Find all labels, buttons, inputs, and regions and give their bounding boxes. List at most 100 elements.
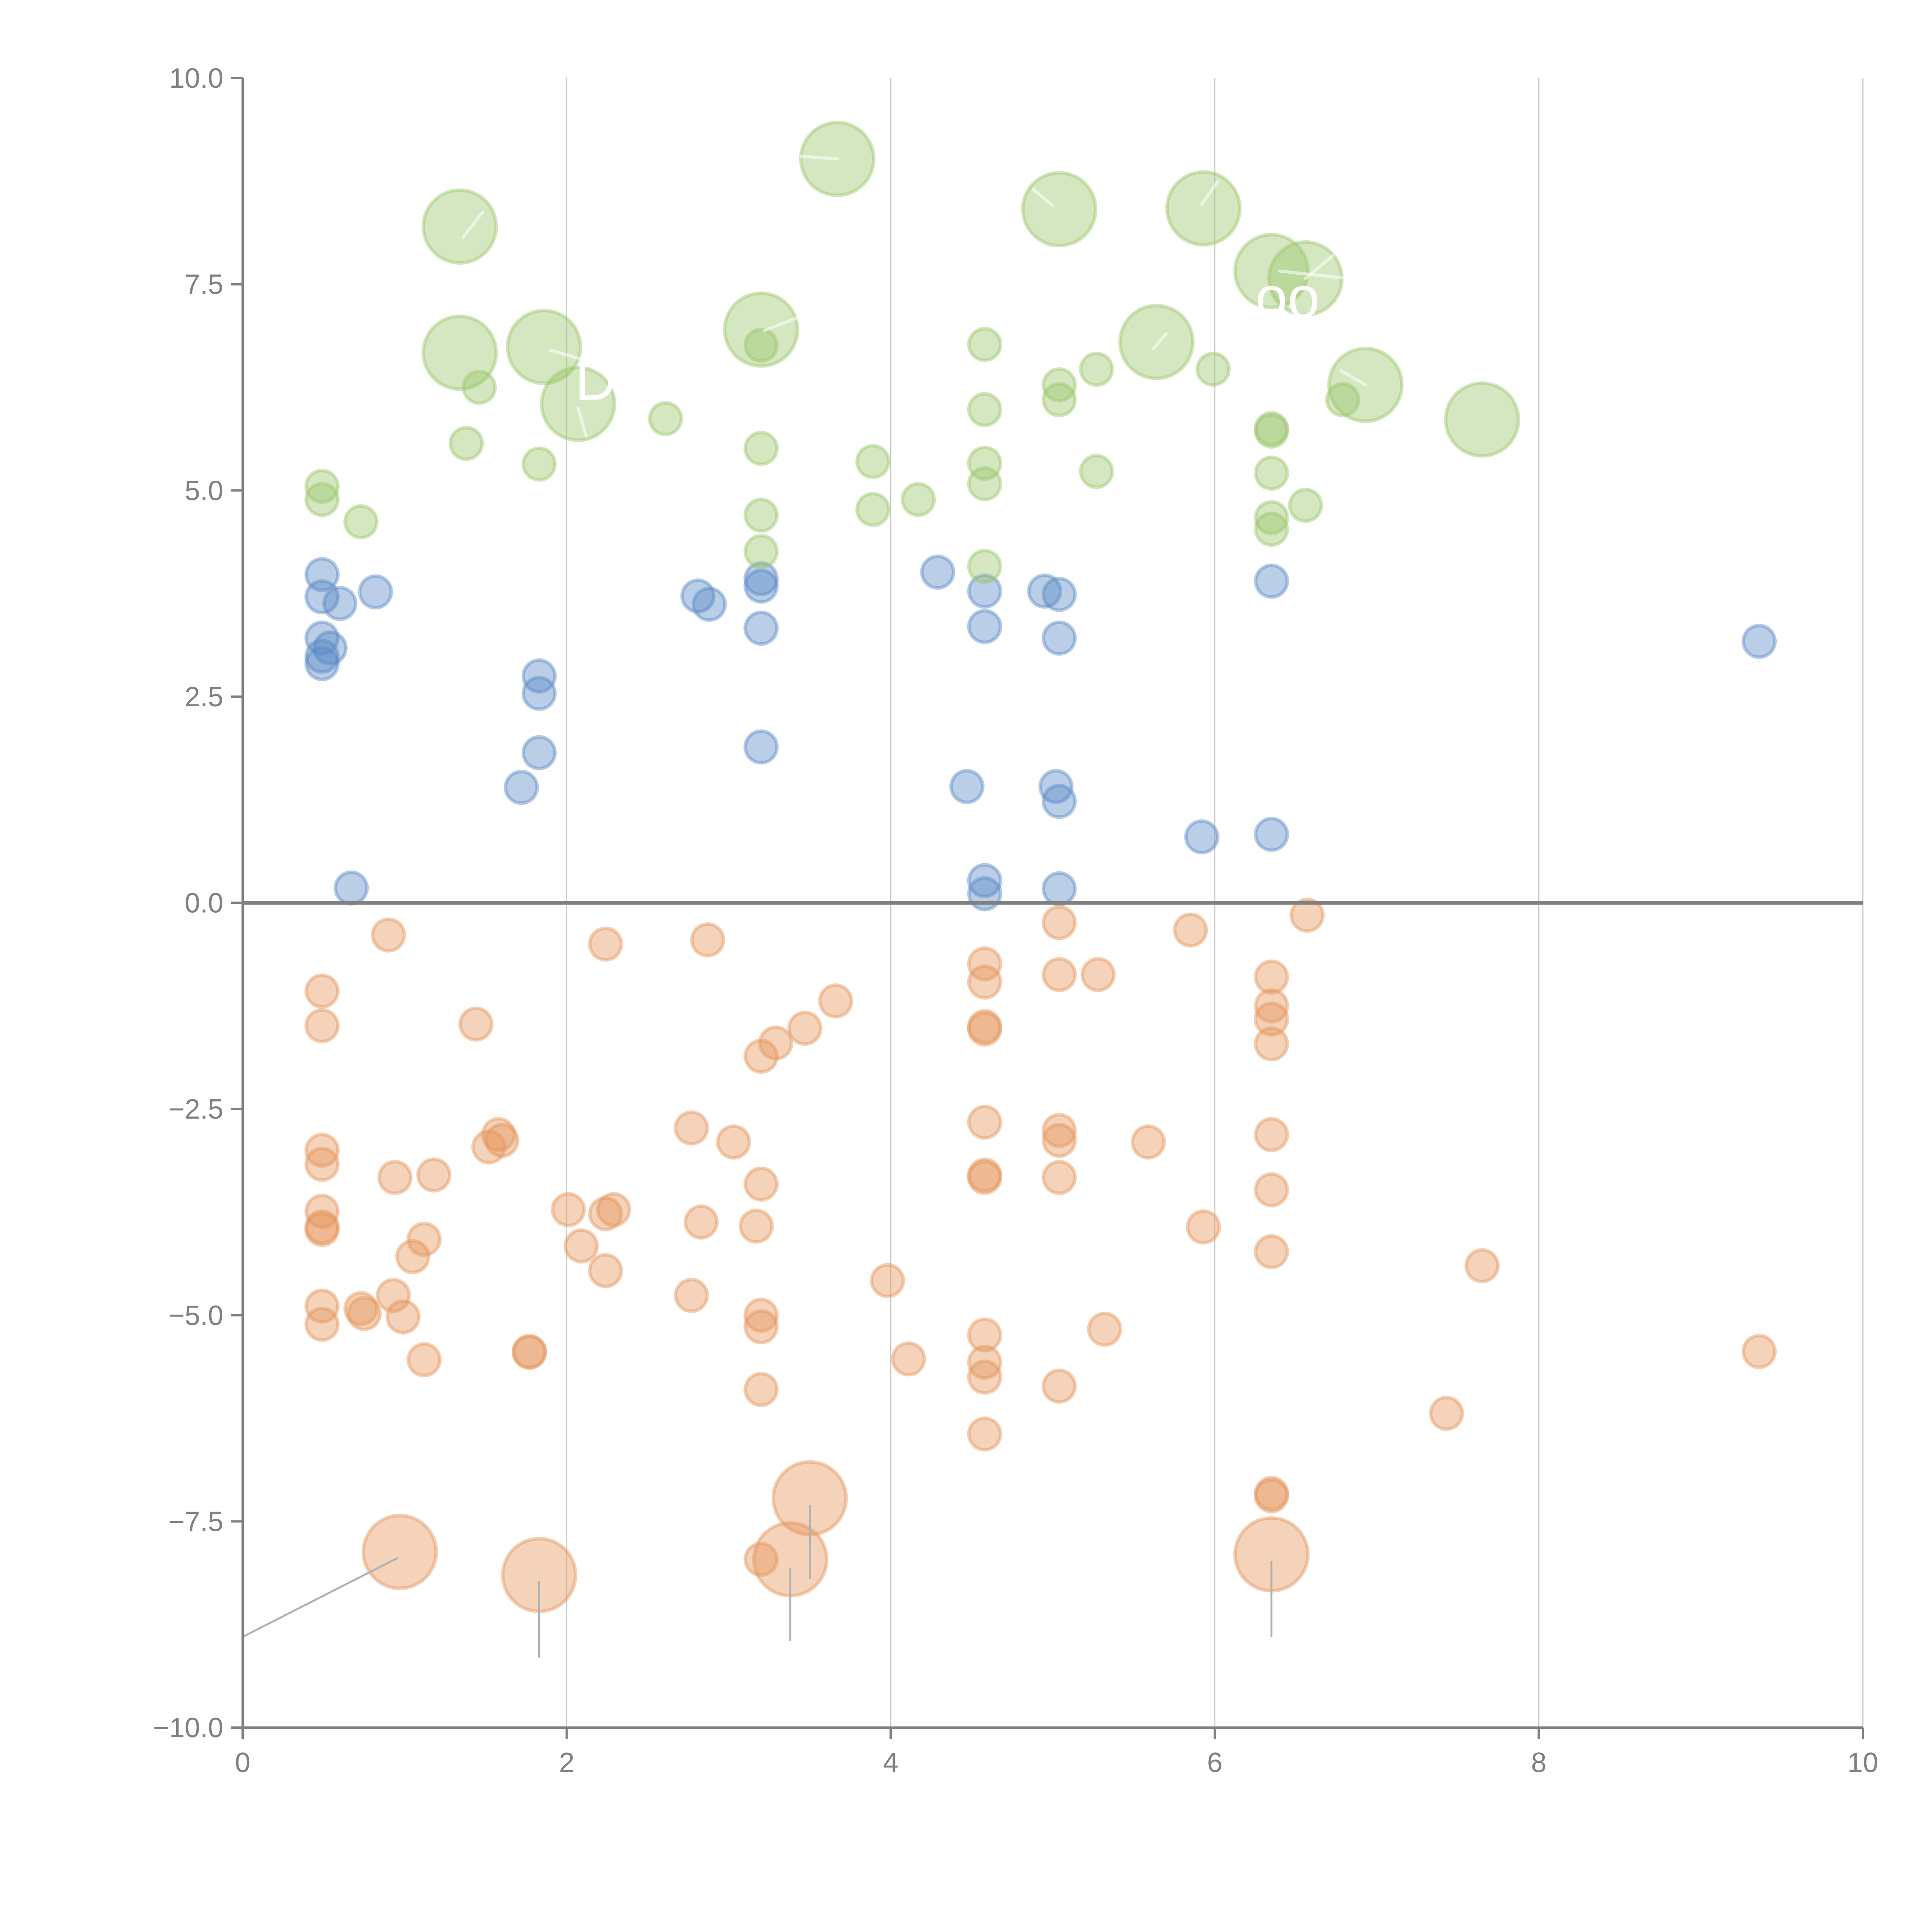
green-data-point[interactable]: [743, 534, 779, 569]
orange-data-point[interactable]: [471, 1129, 507, 1165]
orange-data-point[interactable]: [870, 1263, 905, 1298]
orange-data-point[interactable]: [743, 1166, 779, 1202]
orange-data-point[interactable]: [563, 1228, 599, 1264]
orange-data-point[interactable]: [743, 1372, 779, 1407]
orange-data-point[interactable]: [967, 946, 1002, 981]
orange-data-point[interactable]: [1087, 1311, 1122, 1347]
blue-data-point[interactable]: [743, 568, 779, 604]
orange-data-point[interactable]: [1041, 1160, 1077, 1195]
blue-data-point[interactable]: [967, 876, 1002, 912]
orange-data-point[interactable]: [304, 1288, 340, 1324]
orange-data-point[interactable]: [967, 1160, 1002, 1195]
green-data-point[interactable]: [304, 469, 340, 504]
blue-data-point[interactable]: [1742, 624, 1777, 659]
blue-data-point[interactable]: [503, 770, 539, 805]
orange-data-point[interactable]: [967, 1011, 1002, 1047]
blue-data-point[interactable]: [304, 638, 340, 674]
orange-data-point[interactable]: [1464, 1248, 1500, 1284]
orange-data-point[interactable]: [967, 1317, 1002, 1353]
green-data-point[interactable]: [1233, 233, 1310, 310]
orange-data-point[interactable]: [1429, 1396, 1464, 1431]
blue-data-point[interactable]: [521, 658, 557, 694]
green-data-point[interactable]: [1254, 512, 1289, 547]
orange-data-point[interactable]: [1254, 959, 1289, 995]
green-data-point[interactable]: [743, 497, 779, 533]
orange-data-point[interactable]: [787, 1010, 823, 1046]
green-data-point[interactable]: [461, 369, 497, 405]
blue-data-point[interactable]: [304, 646, 340, 681]
orange-data-point[interactable]: [673, 1278, 709, 1313]
orange-data-point[interactable]: [1185, 1209, 1221, 1245]
orange-data-point[interactable]: [1131, 1124, 1166, 1160]
orange-data-point[interactable]: [512, 1334, 547, 1369]
blue-data-point[interactable]: [1041, 784, 1077, 819]
orange-data-point[interactable]: [1041, 1122, 1077, 1158]
orange-data-point[interactable]: [684, 1204, 719, 1240]
blue-data-point[interactable]: [358, 574, 393, 610]
green-data-point[interactable]: [1196, 351, 1231, 387]
blue-data-point[interactable]: [1027, 573, 1063, 609]
orange-data-point[interactable]: [743, 1039, 779, 1074]
green-data-point[interactable]: [1325, 382, 1361, 417]
green-data-point[interactable]: [1118, 304, 1195, 380]
green-data-point[interactable]: [967, 549, 1002, 584]
green-data-point[interactable]: [967, 327, 1002, 362]
orange-data-point[interactable]: [588, 1196, 623, 1231]
blue-data-point[interactable]: [967, 863, 1002, 898]
orange-data-point[interactable]: [551, 1192, 586, 1228]
orange-data-point[interactable]: [377, 1160, 413, 1195]
blue-data-point[interactable]: [743, 729, 779, 765]
orange-data-point[interactable]: [967, 1104, 1002, 1140]
orange-data-point[interactable]: [743, 1298, 779, 1333]
orange-data-point[interactable]: [304, 1306, 340, 1342]
orange-data-point[interactable]: [1254, 1478, 1289, 1514]
orange-data-point[interactable]: [967, 1416, 1002, 1452]
blue-data-point[interactable]: [743, 561, 779, 597]
orange-data-point[interactable]: [758, 1025, 793, 1061]
orange-data-point[interactable]: [967, 1009, 1002, 1044]
orange-data-point[interactable]: [481, 1117, 516, 1152]
orange-data-point[interactable]: [967, 1359, 1002, 1395]
orange-data-point[interactable]: [1173, 912, 1208, 948]
green-data-point[interactable]: [900, 482, 936, 517]
blue-data-point[interactable]: [1041, 871, 1077, 906]
green-data-point[interactable]: [1254, 455, 1289, 491]
orange-data-point[interactable]: [304, 973, 340, 1009]
green-data-point[interactable]: [855, 444, 891, 480]
blue-data-point[interactable]: [949, 769, 985, 804]
orange-data-point[interactable]: [484, 1122, 520, 1158]
blue-data-point[interactable]: [743, 611, 779, 646]
green-data-point[interactable]: [1254, 500, 1289, 536]
orange-data-point[interactable]: [1041, 905, 1077, 940]
orange-data-point[interactable]: [967, 964, 1002, 1000]
orange-data-point[interactable]: [818, 983, 854, 1019]
orange-data-point[interactable]: [458, 1006, 494, 1042]
blue-data-point[interactable]: [521, 735, 557, 770]
orange-data-point[interactable]: [406, 1221, 442, 1257]
blue-data-point[interactable]: [304, 620, 340, 656]
green-data-point[interactable]: [521, 446, 557, 482]
orange-data-point[interactable]: [376, 1278, 411, 1313]
orange-data-point[interactable]: [1254, 1476, 1289, 1511]
blue-data-point[interactable]: [967, 609, 1002, 644]
orange-data-point[interactable]: [304, 1146, 340, 1182]
orange-data-point[interactable]: [1289, 898, 1325, 933]
green-data-point[interactable]: [422, 188, 498, 265]
orange-data-point[interactable]: [343, 1291, 379, 1327]
blue-data-point[interactable]: [967, 573, 1002, 609]
orange-data-point[interactable]: [304, 1209, 340, 1245]
blue-data-point[interactable]: [920, 554, 956, 590]
orange-data-point[interactable]: [588, 1253, 623, 1288]
blue-data-point[interactable]: [322, 586, 358, 621]
green-data-point[interactable]: [1021, 171, 1098, 248]
green-data-point[interactable]: [723, 291, 799, 368]
orange-data-point[interactable]: [1041, 957, 1077, 992]
green-data-point[interactable]: [343, 504, 379, 539]
orange-data-point[interactable]: [1041, 1113, 1077, 1148]
orange-data-point[interactable]: [416, 1157, 452, 1193]
orange-data-point[interactable]: [743, 1542, 779, 1577]
orange-data-point[interactable]: [743, 1309, 779, 1345]
green-data-point[interactable]: [422, 314, 498, 391]
blue-data-point[interactable]: [692, 587, 727, 622]
orange-data-point[interactable]: [716, 1124, 751, 1160]
